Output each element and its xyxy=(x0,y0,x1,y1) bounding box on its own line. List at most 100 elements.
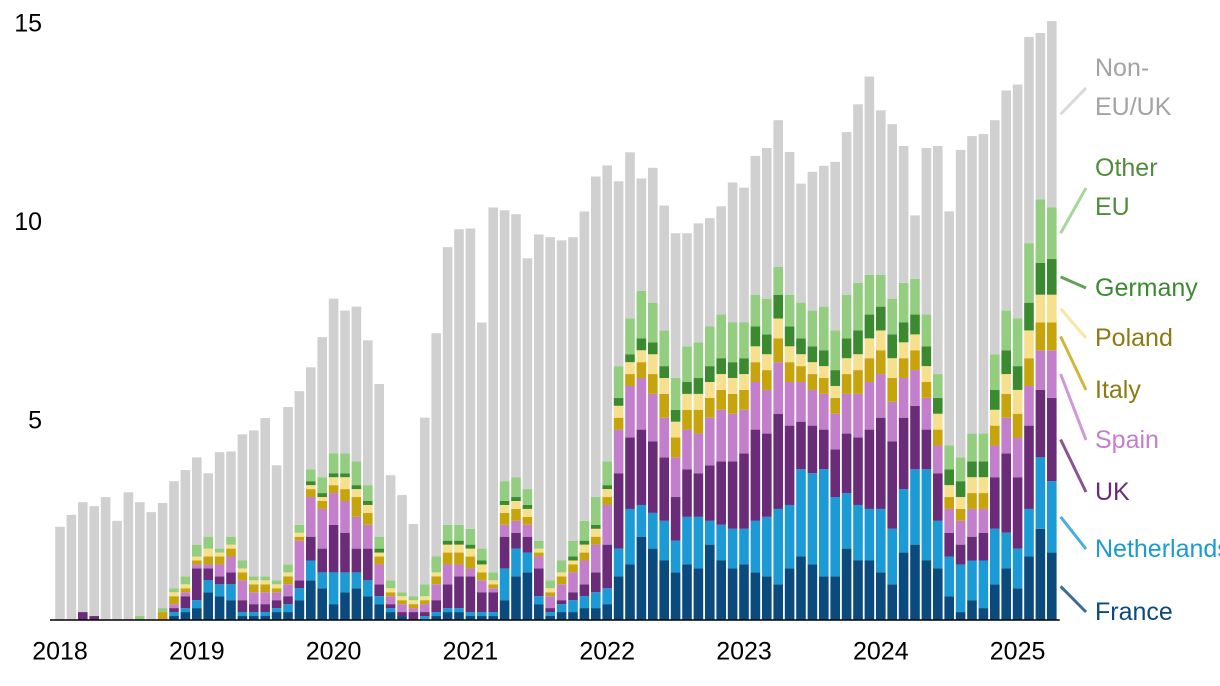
bar-segment xyxy=(237,572,248,581)
bar-segment xyxy=(670,437,681,458)
bar-segment xyxy=(830,397,840,414)
bar-segment xyxy=(898,378,909,418)
bar-segment xyxy=(784,151,795,295)
bar-segment xyxy=(1001,350,1011,375)
bar-segment xyxy=(921,382,932,398)
bar-segment xyxy=(933,429,943,446)
bar-segment xyxy=(648,548,658,620)
bar-segment xyxy=(739,453,749,529)
bar-segment xyxy=(465,576,476,613)
leader-line xyxy=(1059,585,1088,614)
bar-segment xyxy=(1001,417,1011,454)
bar-segment xyxy=(317,477,327,494)
bar-segment xyxy=(1024,36,1034,244)
bar-segment xyxy=(317,501,327,509)
bar-segment xyxy=(203,556,213,565)
bar-segment xyxy=(716,374,726,390)
bar-segment xyxy=(773,266,783,295)
bar-segment xyxy=(169,588,179,593)
bar-segment xyxy=(522,552,533,573)
bar-segment xyxy=(1024,385,1034,426)
bar-segment xyxy=(921,560,932,620)
bar-segment xyxy=(978,461,989,478)
bar-segment xyxy=(568,572,578,593)
bar-segment xyxy=(841,493,852,549)
bar-segment xyxy=(499,536,510,569)
bar-segment xyxy=(237,600,248,613)
bar-segment xyxy=(89,506,99,617)
bar-segment xyxy=(317,508,327,549)
bar-segment xyxy=(727,528,738,569)
bar-segment xyxy=(294,600,305,620)
bar-segment xyxy=(477,572,487,581)
bar-segment xyxy=(955,544,966,565)
bar-segment xyxy=(670,457,681,498)
bar-segment xyxy=(442,608,453,613)
bar-segment xyxy=(442,540,453,545)
bar-segment xyxy=(488,588,498,593)
bar-segment xyxy=(431,600,441,613)
bar-segment xyxy=(944,469,954,486)
bar-segment xyxy=(55,526,65,620)
bar-segment xyxy=(385,596,396,605)
bar-segment xyxy=(260,592,270,605)
legend-label: France xyxy=(1095,597,1173,626)
bar-segment xyxy=(294,391,305,525)
bar-segment xyxy=(625,437,635,509)
bar-segment xyxy=(796,556,806,620)
bar-segment xyxy=(397,592,407,597)
bar-segment xyxy=(214,584,225,597)
legend-label: Poland xyxy=(1095,323,1173,352)
bar-segment xyxy=(306,469,316,482)
bar-segment xyxy=(522,524,533,537)
bar-segment xyxy=(306,489,316,498)
bar-segment xyxy=(762,334,772,355)
bar-segment xyxy=(807,564,818,620)
bar-segment xyxy=(613,366,624,398)
bar-segment xyxy=(784,425,795,505)
x-tick-label: 2018 xyxy=(32,638,88,666)
bar-segment xyxy=(693,409,704,434)
bar-segment xyxy=(716,206,726,315)
bar-segment xyxy=(226,556,236,573)
bar-segment xyxy=(283,576,293,585)
bar-segment xyxy=(955,508,966,521)
bar-segment xyxy=(499,600,510,620)
bar-segment xyxy=(169,616,179,620)
bar-segment xyxy=(853,560,863,620)
bar-segment xyxy=(511,576,521,620)
bar-segment xyxy=(853,504,863,561)
bar-segment xyxy=(328,473,339,478)
bar-segment xyxy=(625,385,635,438)
bar-segment xyxy=(271,588,282,593)
bar-segment xyxy=(169,592,179,597)
bar-segment xyxy=(705,465,715,521)
bar-segment xyxy=(830,385,840,398)
bar-segment xyxy=(636,290,647,339)
bar-segment xyxy=(328,298,339,454)
bar-segment xyxy=(431,572,441,577)
bar-segment xyxy=(249,604,259,613)
bar-segment xyxy=(830,413,840,450)
bar-segment xyxy=(967,433,977,462)
bar-segment xyxy=(249,430,259,577)
bar-segment xyxy=(556,572,567,577)
bar-segment xyxy=(374,584,384,597)
bar-segment xyxy=(1012,389,1023,414)
bar-segment xyxy=(499,524,510,537)
bar-segment xyxy=(385,608,396,613)
bar-segment xyxy=(488,572,498,581)
bar-segment xyxy=(408,524,419,597)
bar-segment xyxy=(249,576,259,581)
bar-segment xyxy=(841,548,852,620)
bar-segment xyxy=(1012,84,1023,319)
bar-segment xyxy=(602,485,612,490)
bar-segment xyxy=(990,409,1000,426)
bar-segment xyxy=(237,616,248,620)
leader-line xyxy=(1059,438,1088,493)
bar-segment xyxy=(465,528,476,545)
bar-segment xyxy=(978,493,989,509)
bar-segment xyxy=(762,298,772,335)
bar-segment xyxy=(625,508,635,565)
bar-segment xyxy=(340,489,350,501)
